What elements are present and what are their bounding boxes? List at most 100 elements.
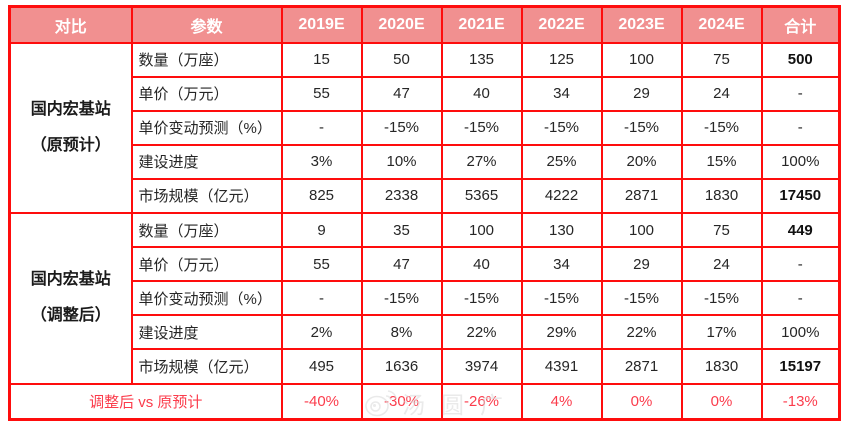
table-cell: 22%: [440, 314, 523, 351]
table-cell: 47: [360, 246, 443, 283]
param-label-quantity: 数量（万座）: [130, 211, 283, 249]
table-cell: 2871: [600, 348, 683, 385]
footer-cell: -13%: [760, 382, 841, 421]
table-cell-total: -: [760, 280, 841, 317]
table-cell: 34: [520, 75, 603, 112]
table-cell: 17%: [680, 314, 763, 351]
table-cell-total: -: [760, 246, 841, 283]
footer-cell: -26%: [440, 382, 523, 421]
table-cell: 3%: [280, 143, 363, 180]
param-label-market-size: 市场规模（亿元）: [130, 177, 283, 214]
column-header-2021e: 2021E: [440, 5, 523, 44]
column-header-total: 合计: [760, 5, 841, 44]
table-row: 建设进度 2% 8% 22% 29% 22% 17% 100%: [10, 314, 841, 351]
table-cell: 1830: [680, 348, 763, 385]
param-label-unit-price: 单价（万元）: [130, 246, 283, 283]
table-row: 单价变动预测（%） - -15% -15% -15% -15% -15% -: [10, 280, 841, 317]
table-cell-total: 17450: [760, 177, 841, 214]
group-label-line2: （原预计）: [30, 136, 111, 154]
param-label-price-change: 单价变动预测（%）: [130, 109, 283, 146]
table-cell: 75: [680, 211, 763, 249]
table-cell: -15%: [360, 109, 443, 146]
table-row: 国内宏基站 （原预计） 数量（万座） 15 50 135 125 100 75 …: [8, 41, 841, 214]
param-label-build-progress: 建设进度: [130, 143, 283, 180]
param-label-unit-price: 单价（万元）: [130, 75, 283, 112]
table-cell: 29: [600, 75, 683, 112]
table-cell: 4222: [520, 177, 603, 214]
table-row: 市场规模（亿元） 825 2338 5365 4222 2871 1830 17…: [10, 177, 841, 214]
footer-cell: 0%: [680, 382, 763, 421]
column-header-parameter: 参数: [130, 5, 283, 44]
group-label-line2: （调整后）: [30, 307, 111, 325]
column-header-2019e: 2019E: [280, 5, 363, 44]
table-cell-total: 15197: [760, 348, 841, 385]
table-cell: 47: [360, 75, 443, 112]
table-cell: 100: [440, 211, 523, 249]
table-cell: 34: [520, 246, 603, 283]
table-cell: 27%: [440, 143, 523, 180]
table-cell: 9: [280, 211, 363, 249]
table-cell: -15%: [520, 280, 603, 317]
table-row: 单价变动预测（%） - -15% -15% -15% -15% -15% -: [10, 109, 841, 146]
table-row: 市场规模（亿元） 495 1636 3974 4391 2871 1830 15…: [10, 348, 841, 385]
table-cell: 20%: [600, 143, 683, 180]
param-label-price-change: 单价变动预测（%）: [130, 280, 283, 317]
table-cell: 10%: [360, 143, 443, 180]
table-cell: -: [280, 280, 363, 317]
table-cell-total: 500: [760, 41, 841, 78]
footer-cell: -40%: [280, 382, 363, 421]
table-cell: 15%: [680, 143, 763, 180]
table-cell: 5365: [440, 177, 523, 214]
group-label-line1: 国内宏基站: [30, 100, 111, 118]
footer-cell: -30%: [360, 382, 443, 421]
table-cell: 25%: [520, 143, 603, 180]
table-cell: 40: [440, 246, 523, 283]
table-cell: 8%: [360, 314, 443, 351]
row-group-adjusted-forecast: 国内宏基站 （调整后）: [8, 211, 133, 385]
table-row: 建设进度 3% 10% 27% 25% 20% 15% 100%: [10, 143, 841, 180]
table-cell: 2%: [280, 314, 363, 351]
column-header-2020e: 2020E: [360, 5, 443, 44]
table-cell: -: [280, 109, 363, 146]
table-cell: -15%: [440, 109, 523, 146]
table-cell: -15%: [520, 109, 603, 146]
table-row: 国内宏基站 （调整后） 数量（万座） 9 35 100 130 100 75 4…: [8, 211, 841, 385]
table-row: 单价（万元） 55 47 40 34 29 24 -: [10, 75, 841, 112]
param-label-build-progress: 建设进度: [130, 314, 283, 351]
table-cell-total: -: [760, 75, 841, 112]
group-label-line1: 国内宏基站: [30, 271, 111, 289]
table-cell: 55: [280, 246, 363, 283]
table-cell: -15%: [600, 280, 683, 317]
header-row: 对比 参数 2019E 2020E 2021E 2022E 2023E 2024…: [8, 5, 841, 44]
table-cell-total: 449: [760, 211, 841, 249]
base-station-forecast-table: 对比 参数 2019E 2020E 2021E 2022E 2023E 2024…: [8, 5, 841, 421]
param-label-quantity: 数量（万座）: [130, 41, 283, 78]
table-cell: -15%: [680, 109, 763, 146]
table-cell: 130: [520, 211, 603, 249]
table-cell: 4391: [520, 348, 603, 385]
table-cell: -15%: [680, 280, 763, 317]
table-cell: 100: [600, 211, 683, 249]
table-cell: 35: [360, 211, 443, 249]
table-cell: 55: [280, 75, 363, 112]
comparison-footer-row: 调整后 vs 原预计 -40% -30% -26% 4% 0% 0% -13%: [8, 382, 841, 421]
table-cell: 40: [440, 75, 523, 112]
param-label-market-size: 市场规模（亿元）: [130, 348, 283, 385]
table-cell: 495: [280, 348, 363, 385]
table-cell: -15%: [360, 280, 443, 317]
table-cell: 125: [520, 41, 603, 78]
table-cell: 24: [680, 246, 763, 283]
table-cell: 2338: [360, 177, 443, 214]
table-cell: 1636: [360, 348, 443, 385]
table-cell: 100: [600, 41, 683, 78]
table-cell: 50: [360, 41, 443, 78]
footer-label: 调整后 vs 原预计: [8, 382, 283, 421]
table-cell: 75: [680, 41, 763, 78]
table-cell: 15: [280, 41, 363, 78]
table-cell: 135: [440, 41, 523, 78]
column-header-2023e: 2023E: [600, 5, 683, 44]
table-cell: 29: [600, 246, 683, 283]
row-group-original-forecast: 国内宏基站 （原预计）: [8, 41, 133, 214]
table-cell: 2871: [600, 177, 683, 214]
